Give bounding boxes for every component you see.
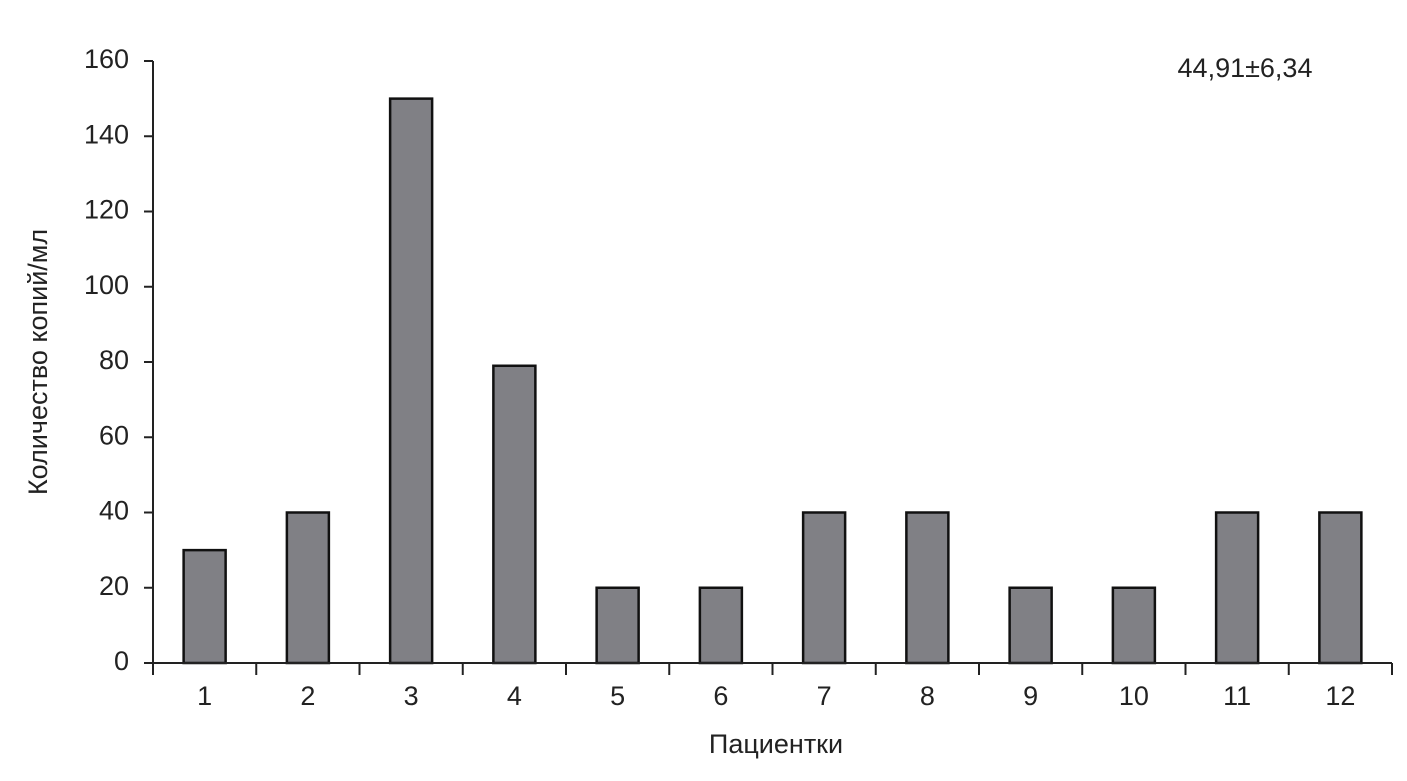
bar	[801, 511, 847, 665]
bar	[492, 364, 537, 665]
y-tick-label: 40	[99, 496, 129, 526]
x-tick-label: 4	[507, 681, 522, 711]
x-tick-label: 1	[197, 681, 212, 711]
x-tick-label: 8	[920, 681, 935, 711]
bar	[285, 511, 331, 665]
x-tick-label: 5	[610, 681, 625, 711]
bar	[698, 586, 744, 665]
annotation: 44,91±6,34	[1178, 53, 1313, 83]
x-tick-label: 7	[817, 681, 832, 711]
x-tick-label: 11	[1223, 681, 1251, 711]
y-tick-label: 100	[84, 270, 129, 300]
x-axis-label: Пациентки	[709, 729, 843, 759]
y-tick-label: 120	[84, 195, 129, 225]
bar	[1111, 586, 1157, 665]
bar	[388, 97, 434, 665]
bar	[1214, 511, 1260, 665]
y-axis-label: Количество копий/мл	[23, 229, 53, 495]
x-tick-label: 6	[713, 681, 728, 711]
x-tick-label: 12	[1325, 681, 1355, 711]
bar	[595, 586, 640, 665]
bar	[1318, 511, 1363, 665]
y-tick-label: 140	[84, 119, 129, 149]
y-tick-label: 160	[84, 44, 129, 74]
bar	[905, 511, 950, 665]
x-tick-label: 3	[404, 681, 419, 711]
y-tick-label: 20	[99, 571, 129, 601]
x-tick-label: 9	[1023, 681, 1038, 711]
y-tick-label: 80	[99, 345, 129, 375]
y-tick-label: 0	[114, 646, 129, 676]
x-tick-label: 2	[300, 681, 315, 711]
bar	[182, 548, 227, 665]
y-tick-label: 60	[99, 420, 129, 450]
bar	[1008, 586, 1053, 665]
x-tick-label: 10	[1119, 681, 1149, 711]
